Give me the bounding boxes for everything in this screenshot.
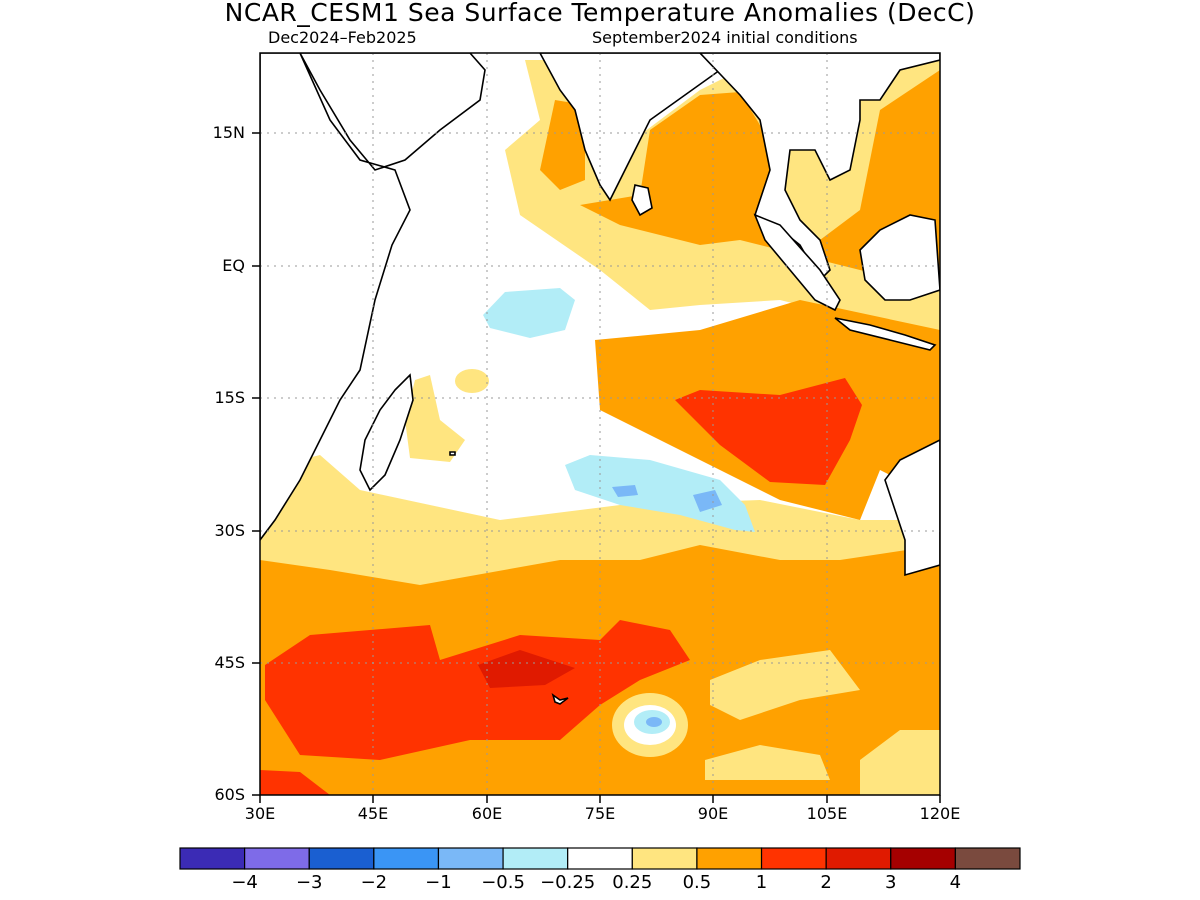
initial-conditions: September2024 initial conditions	[592, 28, 858, 47]
colorbar-swatch	[954, 847, 1021, 870]
x-tick-label: 90E	[697, 804, 729, 823]
y-tick-label: 30S	[214, 521, 245, 540]
x-tick-label: 30E	[244, 804, 276, 823]
colorbar-label: −3	[295, 872, 323, 893]
map-title: NCAR_CESM1 Sea Surface Temperature Anoma…	[224, 0, 976, 27]
contour-neg-0p5-c	[646, 717, 662, 727]
coastlines	[260, 53, 940, 705]
colorbar-swatch	[502, 847, 569, 870]
colorbar	[179, 847, 1021, 870]
colorbar-label: 3	[885, 872, 897, 893]
kerguelen	[551, 693, 569, 705]
colorbar-label: −1	[425, 872, 452, 893]
contour-0p25-southeast-a	[710, 650, 860, 720]
australia	[884, 439, 940, 577]
x-tick-label: 60E	[471, 804, 503, 823]
contour-0p25-southeast-b	[705, 745, 830, 780]
colorbar-label: 0.5	[682, 872, 712, 893]
colorbar-label: 0.25	[612, 872, 653, 893]
colorbar-label: 4	[949, 872, 962, 893]
contour-1-south	[265, 620, 690, 760]
forecast-period: Dec2024–Feb2025	[268, 28, 417, 47]
contour-neg-0p5-b	[693, 490, 722, 512]
y-tick-label: 15S	[214, 388, 245, 407]
mauritius	[449, 451, 456, 456]
colorbar-swatch	[179, 847, 246, 870]
colorbar-label: −0.25	[540, 872, 596, 893]
colorbar-swatch	[825, 847, 892, 870]
colorbar-label: 1	[755, 872, 768, 893]
colorbar-swatch	[437, 847, 504, 870]
sri-lanka	[631, 184, 653, 217]
colorbar-label: −4	[231, 872, 258, 893]
x-tick-label: 75E	[584, 804, 616, 823]
contour-0p5-north	[580, 70, 940, 280]
colorbar-swatch	[696, 847, 763, 870]
contour-neg-0p25-b	[565, 455, 755, 532]
colorbar-swatch	[567, 847, 633, 870]
colorbar-swatch	[760, 847, 827, 870]
colorbar-label: 2	[820, 872, 832, 893]
contour-neg-0p25-a	[483, 288, 575, 338]
colorbar-label: −2	[360, 872, 388, 893]
contour-neg-0p5-a	[612, 485, 638, 497]
contour-1-east	[675, 378, 862, 485]
africa-arabia	[260, 53, 486, 542]
x-tick-label: 120E	[919, 804, 961, 823]
colorbar-swatch	[890, 847, 956, 870]
y-tick-label: 60S	[214, 785, 245, 804]
y-tick-label: EQ	[222, 256, 245, 275]
contour-0p25-southeast-c	[860, 730, 940, 795]
contour-0p5-arabian	[540, 100, 585, 190]
colorbar-swatch	[308, 847, 375, 870]
map-grid	[260, 53, 940, 795]
colorbar-label: −0.5	[481, 872, 525, 893]
contour-2-south	[478, 650, 575, 688]
colorbar-swatch	[244, 847, 310, 870]
contour-1-southwest-corner	[260, 770, 330, 795]
java	[834, 317, 937, 351]
southeast-asia	[698, 53, 940, 282]
contour-0p25-madagascar-east	[405, 375, 465, 462]
sumatra	[753, 213, 841, 312]
y-tick-label: 45S	[214, 653, 245, 672]
colorbar-swatch	[373, 847, 440, 870]
colorbar-swatch	[631, 847, 698, 870]
contour-0p25-patch	[455, 369, 489, 393]
x-tick-label: 105E	[806, 804, 848, 823]
x-tick-label: 45E	[357, 804, 389, 823]
axis-ticks	[252, 132, 941, 803]
borneo	[859, 214, 940, 301]
y-tick-label: 15N	[212, 123, 245, 142]
